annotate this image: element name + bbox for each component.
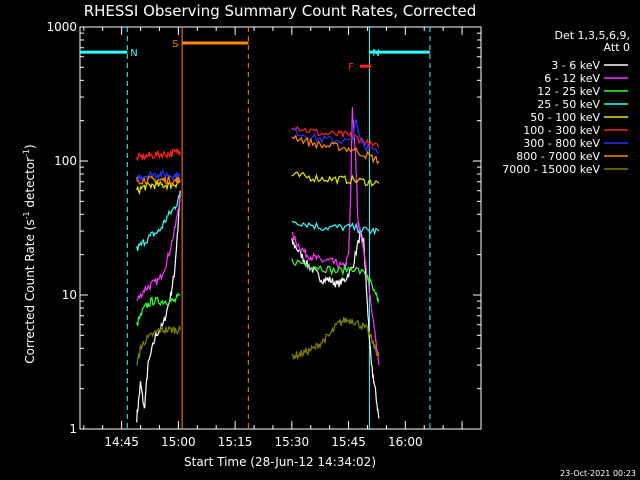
svg-text:Corrected Count Rate (s-1 dete: Corrected Count Rate (s-1 detector-1) (22, 144, 37, 363)
series-line (291, 171, 380, 187)
x-tick-label: 14:45 (104, 435, 139, 449)
y-axis-label: Corrected Count Rate (s-1 detector-1) (22, 144, 37, 363)
series-line (291, 258, 380, 304)
legend-label: 12 - 25 keV (537, 85, 600, 98)
series-line (136, 325, 181, 366)
ylabel-end: ) (23, 144, 37, 149)
y-tick-label: 1 (69, 422, 77, 436)
y-tick-label: 10 (62, 288, 77, 302)
state-bar-label: N (130, 48, 137, 59)
legend-label: 50 - 100 keV (530, 111, 600, 124)
legend-label: 100 - 300 keV (523, 124, 600, 137)
plot-frame (79, 26, 482, 430)
series-line (136, 147, 181, 162)
y-tick-label: 1000 (46, 20, 77, 34)
chart-title: RHESSI Observing Summary Count Rates, Co… (84, 2, 477, 20)
plot-area: 1 10 100 1000 14:45 15:00 15:15 15:30 15:45 16:00… (46, 20, 482, 449)
series-line (136, 175, 181, 186)
series-line (291, 316, 380, 360)
series-line (136, 179, 181, 195)
x-tick-label: 15:15 (218, 435, 253, 449)
series-line (136, 292, 181, 326)
ylabel-sup1: -1 (22, 211, 31, 219)
series-line (291, 125, 380, 149)
series-line (291, 118, 380, 154)
legend-label: 3 - 6 keV (551, 59, 600, 72)
series-line (136, 195, 181, 302)
state-bar-label: N (372, 48, 379, 59)
series-line (136, 190, 181, 423)
x-tick-label: 16:00 (388, 435, 423, 449)
series-line (291, 106, 380, 366)
series-line (136, 194, 181, 252)
legend-header: Det 1,3,5,6,9, (554, 29, 630, 42)
x-axis-label: Start Time (28-Jun-12 14:34:02) (184, 455, 376, 469)
y-tick-label: 100 (54, 154, 77, 168)
legend-label: 7000 - 15000 keV (502, 163, 600, 176)
x-tick-label: 15:00 (161, 435, 196, 449)
series-line (136, 169, 181, 183)
state-bar-label: S (172, 39, 178, 50)
x-tick-label: 15:45 (331, 435, 366, 449)
legend-header: Att 0 (604, 41, 630, 54)
ylabel-mid: detector (23, 157, 37, 212)
ylabel-sup2: -1 (22, 149, 31, 157)
date-stamp: 23-Oct-2021 00:23 (560, 469, 636, 478)
legend-label: 800 - 7000 keV (516, 150, 600, 163)
x-tick-label: 15:30 (275, 435, 310, 449)
series-line (291, 220, 380, 236)
legend-label: 6 - 12 keV (544, 72, 600, 85)
state-bar-label: F (348, 62, 354, 73)
series-line (291, 134, 380, 165)
legend-label: 300 - 800 keV (523, 137, 600, 150)
ylabel-main: Corrected Count Rate (s (23, 219, 37, 363)
legend-label: 25 - 50 keV (537, 98, 600, 111)
